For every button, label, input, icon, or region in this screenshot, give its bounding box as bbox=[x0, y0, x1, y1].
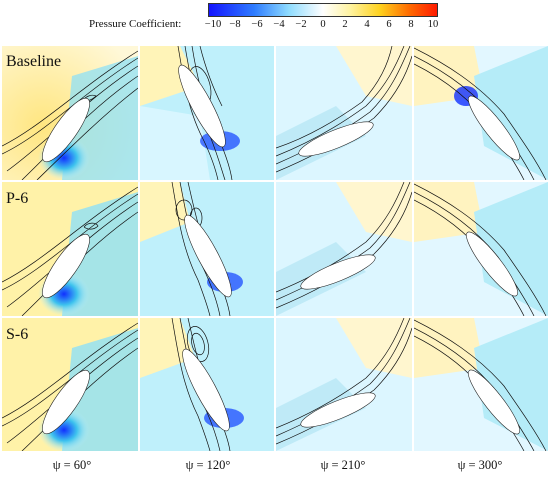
panel-baseline-210 bbox=[276, 46, 412, 180]
panel-p6-210 bbox=[276, 182, 412, 316]
column-label-60: ψ = 60° bbox=[52, 458, 92, 472]
colorbar-tick: −4 bbox=[273, 19, 285, 30]
flow-field-grid bbox=[2, 46, 548, 451]
colorbar-tick: 2 bbox=[342, 19, 348, 30]
colorbar-tick: 8 bbox=[408, 19, 414, 30]
panel-s6-300 bbox=[414, 318, 548, 451]
colorbar-tick: −8 bbox=[229, 19, 241, 30]
panel-p6-300 bbox=[414, 182, 548, 316]
column-label-210: ψ = 210° bbox=[320, 458, 366, 472]
colorbar-tick: 4 bbox=[364, 19, 370, 30]
panel-s6-120 bbox=[140, 318, 274, 451]
panel-s6-210 bbox=[276, 318, 412, 451]
panel-p6-120 bbox=[140, 182, 274, 316]
colorbar-tick: 0 bbox=[320, 19, 326, 30]
panel-baseline-60 bbox=[2, 46, 138, 180]
colorbar-tick: 6 bbox=[386, 19, 392, 30]
colorbar-title: Pressure Coefficient: bbox=[89, 18, 182, 30]
panel-p6-60 bbox=[2, 182, 138, 316]
column-label-120: ψ = 120° bbox=[185, 458, 231, 472]
row-label-p6: P-6 bbox=[6, 190, 29, 207]
panel-baseline-300 bbox=[414, 46, 548, 180]
colorbar: Pressure Coefficient: −10 −8 −6 −4 −2 0 … bbox=[0, 0, 550, 44]
column-label-300: ψ = 300° bbox=[457, 458, 503, 472]
colorbar-gradient bbox=[208, 3, 438, 17]
panel-s6-60 bbox=[2, 318, 138, 451]
colorbar-tick: −2 bbox=[295, 19, 307, 30]
colorbar-tick: −10 bbox=[204, 19, 222, 30]
colorbar-tick: 10 bbox=[427, 19, 439, 30]
row-label-baseline: Baseline bbox=[6, 53, 62, 70]
colorbar-tick: −6 bbox=[251, 19, 263, 30]
row-label-s6: S-6 bbox=[6, 326, 29, 343]
panel-baseline-120 bbox=[140, 46, 274, 180]
